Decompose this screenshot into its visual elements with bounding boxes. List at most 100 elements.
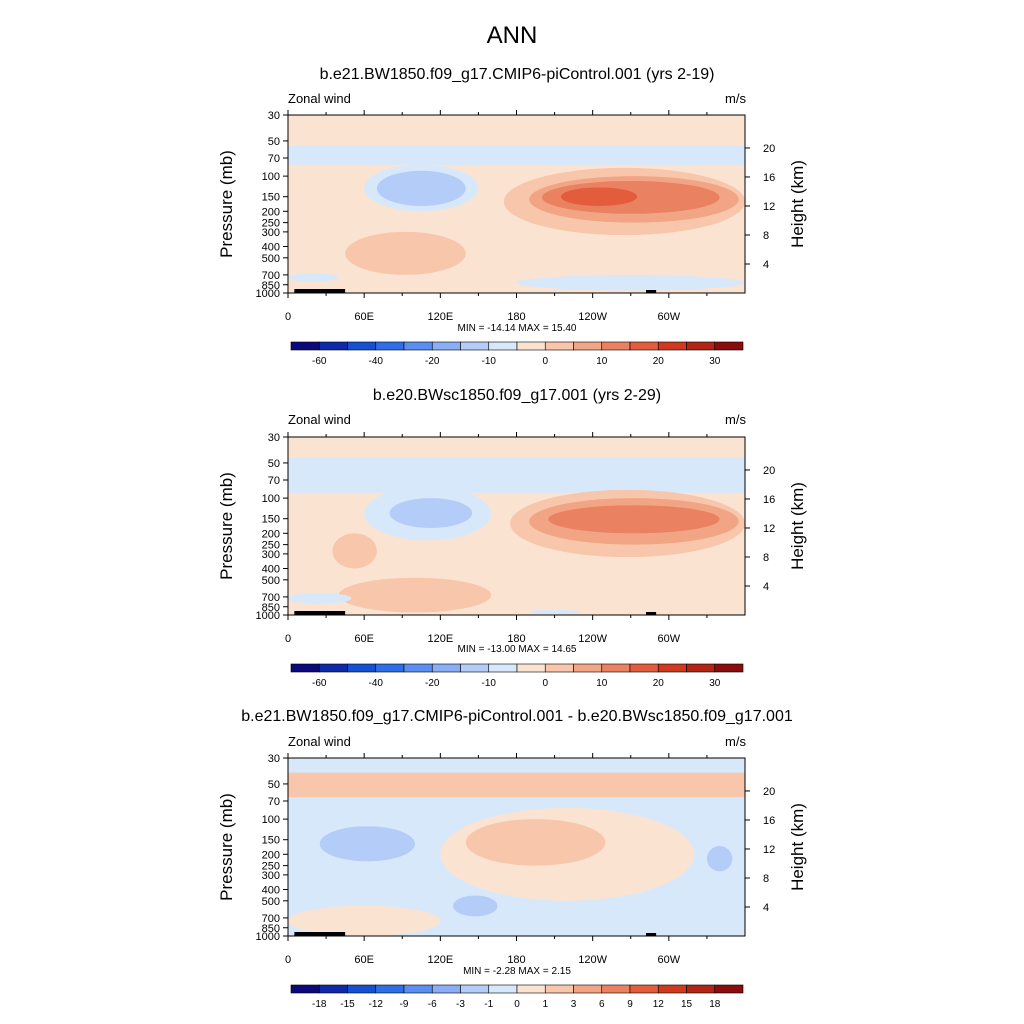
panel-2-colorbar: -60 -40 -20 -10 0 10 20 30	[290, 663, 744, 689]
colorbar-swatch	[629, 984, 659, 994]
y-axis-title: Pressure (mb)	[217, 472, 236, 580]
contour-fills	[288, 437, 745, 615]
colorbar-label: -60	[312, 356, 327, 367]
contour-blob	[338, 577, 492, 613]
colorbar-label: 0	[542, 678, 548, 689]
topography	[645, 612, 657, 615]
y-tick-label: 100	[262, 814, 280, 826]
y-tick-label: 700	[262, 913, 280, 925]
panel-1-left-label: Zonal wind	[288, 91, 351, 106]
colorbar-swatch	[460, 341, 490, 351]
colorbar-swatch	[657, 341, 687, 351]
contour-band	[288, 772, 745, 798]
y-tick-label: 850	[262, 923, 280, 935]
colorbar-label: -3	[456, 999, 465, 1010]
y-axis-title-right: Height (km)	[788, 160, 807, 248]
colorbar-label: 6	[599, 999, 605, 1010]
contour-blob	[288, 905, 441, 936]
y-axis-title-right: Height (km)	[788, 482, 807, 570]
colorbar-label: -6	[428, 999, 437, 1010]
colorbar-swatch	[347, 663, 377, 673]
y-tick-label: 150	[262, 835, 280, 847]
height-tick-label: 16	[763, 172, 775, 184]
colorbar-swatch	[516, 341, 546, 351]
y-tick-label: 30	[268, 432, 280, 444]
x-tick-label: 60E	[354, 633, 374, 645]
y-tick-label: 70	[268, 796, 280, 808]
y-tick-label: 500	[262, 575, 280, 587]
colorbar-swatch	[403, 663, 433, 673]
x-tick-label: 120W	[578, 311, 607, 323]
colorbar-label: -40	[369, 356, 384, 367]
contour-blob	[560, 187, 638, 206]
colorbar-label: -10	[482, 678, 497, 689]
colorbar-swatch	[290, 984, 320, 994]
colorbar-swatch	[601, 341, 631, 351]
x-tick-label: 120E	[427, 954, 453, 966]
contour-band	[288, 457, 745, 493]
colorbar-swatch	[657, 663, 687, 673]
contour-blob	[389, 498, 473, 528]
height-tick-label: 4	[763, 902, 769, 914]
colorbar-label: 30	[709, 356, 721, 367]
colorbar-swatch	[318, 663, 348, 673]
colorbar-swatch	[601, 663, 631, 673]
colorbar-swatch	[488, 663, 518, 673]
contour-blob	[516, 274, 745, 291]
height-tick-label: 8	[763, 230, 769, 242]
x-tick-label: 60E	[354, 311, 374, 323]
contour-fills	[288, 115, 745, 293]
contour-blob	[453, 895, 498, 917]
height-tick-label: 12	[763, 201, 775, 213]
contour-blob	[332, 533, 377, 569]
colorbar-label: -40	[369, 678, 384, 689]
height-tick-label: 20	[763, 143, 775, 155]
colorbar-label: -1	[484, 999, 493, 1010]
contour-blob	[706, 846, 733, 872]
x-tick-label: 120W	[578, 954, 607, 966]
panel-1: b.e21.BW1850.f09_g17.CMIP6-piControl.001…	[217, 66, 807, 367]
colorbar-swatch	[431, 984, 461, 994]
contour-blob	[529, 609, 580, 614]
panel-3-colorbar: -18 -15 -12 -9 -6 -3 -1 0 1 3 6 9 12 15 18	[290, 984, 744, 1010]
y-tick-label: 1000	[256, 288, 280, 300]
page-title: ANN	[487, 22, 538, 49]
y-tick-label: 850	[262, 602, 280, 614]
colorbar-swatch	[714, 341, 744, 351]
colorbar-label: -18	[312, 999, 327, 1010]
y-tick-label: 300	[262, 549, 280, 561]
contour-blob	[288, 273, 339, 282]
x-tick-label: 60E	[354, 954, 374, 966]
panel-3: b.e21.BW1850.f09_g17.CMIP6-piControl.001…	[217, 708, 807, 1010]
colorbar-swatch	[318, 984, 348, 994]
colorbar-label: -20	[425, 678, 440, 689]
panel-2: b.e20.BWsc1850.f09_g17.001 (yrs 2-29) Zo…	[217, 387, 807, 689]
colorbar-swatch	[488, 984, 518, 994]
topography	[298, 289, 346, 293]
panel-1-stats: MIN = -14.14 MAX = 15.40	[458, 323, 577, 334]
colorbar-swatch	[347, 984, 377, 994]
contour-blob	[319, 826, 415, 862]
y-axis-title: Pressure (mb)	[217, 793, 236, 901]
topography	[298, 932, 346, 936]
colorbar-label: -15	[340, 999, 355, 1010]
y-tick-label: 30	[268, 753, 280, 765]
colorbar-swatch	[516, 663, 546, 673]
colorbar-label: 20	[653, 678, 665, 689]
colorbar-swatch	[686, 341, 716, 351]
panel-1-units: m/s	[725, 91, 746, 106]
colorbar-label: -12	[369, 999, 384, 1010]
colorbar-label: -9	[400, 999, 409, 1010]
y-tick-label: 400	[262, 241, 280, 253]
colorbar-swatch	[544, 984, 574, 994]
contour-blob	[376, 170, 466, 206]
colorbar-label: -10	[482, 356, 497, 367]
panel-2-left-label: Zonal wind	[288, 412, 351, 427]
colorbar-swatch	[403, 341, 433, 351]
x-tick-label: 60W	[658, 954, 681, 966]
y-tick-label: 700	[262, 592, 280, 604]
y-axis-title: Pressure (mb)	[217, 150, 236, 258]
